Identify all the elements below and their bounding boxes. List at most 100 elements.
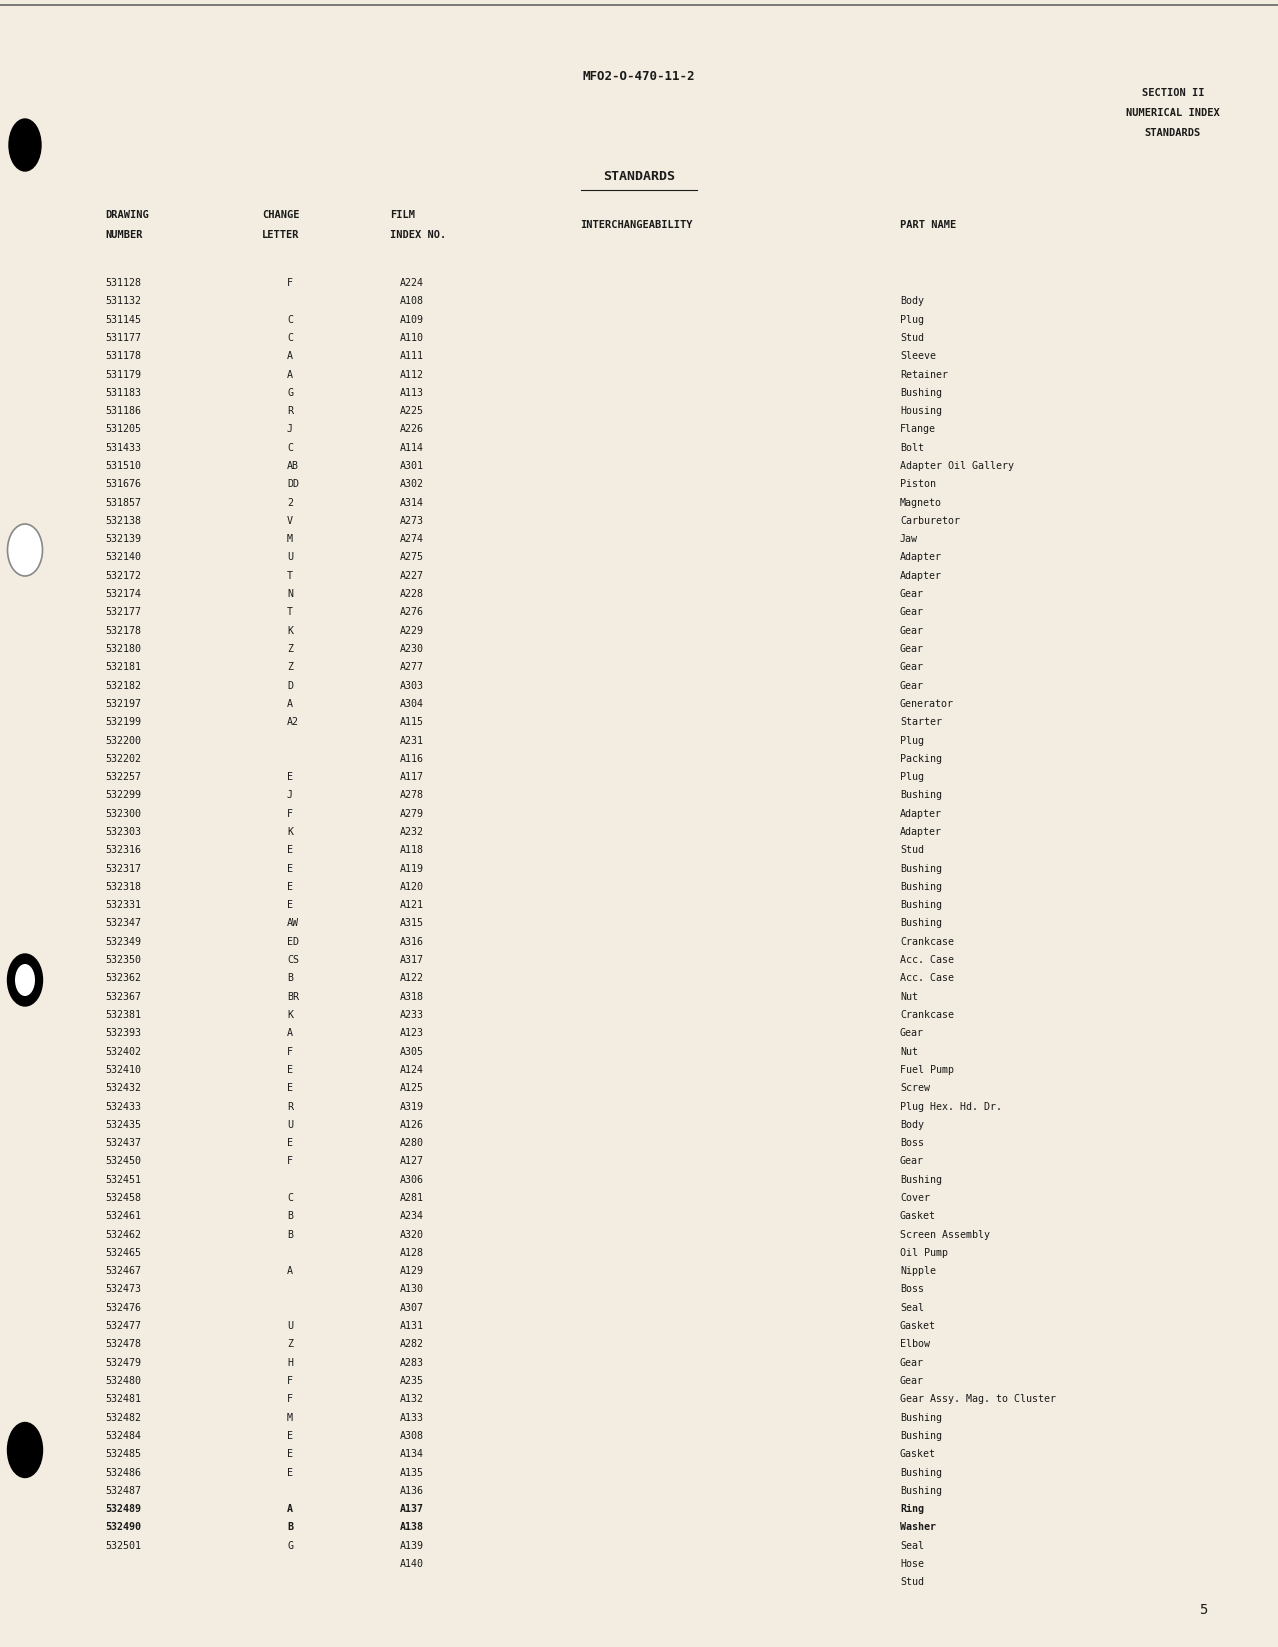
Text: A: A — [288, 1267, 293, 1276]
Text: 2: 2 — [288, 497, 293, 507]
Text: 532199: 532199 — [105, 716, 141, 728]
Text: STANDARDS: STANDARDS — [1145, 128, 1201, 138]
Text: A129: A129 — [400, 1267, 424, 1276]
Text: Bushing: Bushing — [900, 1431, 942, 1441]
Text: A235: A235 — [400, 1375, 424, 1387]
Text: A: A — [288, 1028, 293, 1038]
Text: 531145: 531145 — [105, 315, 141, 324]
Text: 532172: 532172 — [105, 572, 141, 581]
Text: AB: AB — [288, 461, 299, 471]
Text: G: G — [288, 1540, 293, 1551]
Text: NUMBER: NUMBER — [105, 231, 143, 240]
Text: DD: DD — [288, 479, 299, 489]
Text: 531205: 531205 — [105, 425, 141, 435]
Text: A: A — [288, 351, 293, 361]
Text: Seal: Seal — [900, 1540, 924, 1551]
Text: A319: A319 — [400, 1102, 424, 1112]
Text: 531510: 531510 — [105, 461, 141, 471]
Ellipse shape — [15, 963, 35, 996]
Text: 532202: 532202 — [105, 754, 141, 764]
Text: C: C — [288, 1192, 293, 1202]
Text: Bushing: Bushing — [900, 901, 942, 911]
Text: Seal: Seal — [900, 1303, 924, 1313]
Text: 532437: 532437 — [105, 1138, 141, 1148]
Text: 532331: 532331 — [105, 901, 141, 911]
Text: BR: BR — [288, 991, 299, 1001]
Text: T: T — [288, 608, 293, 618]
Text: Gear: Gear — [900, 608, 924, 618]
Text: F: F — [288, 1156, 293, 1166]
Text: A228: A228 — [400, 590, 424, 600]
Text: A230: A230 — [400, 644, 424, 654]
Text: A282: A282 — [400, 1339, 424, 1349]
Text: A125: A125 — [400, 1084, 424, 1094]
Text: AW: AW — [288, 919, 299, 929]
Text: B: B — [288, 973, 293, 983]
Text: A139: A139 — [400, 1540, 424, 1551]
Text: 531183: 531183 — [105, 387, 141, 399]
Text: 532200: 532200 — [105, 736, 141, 746]
Text: 531433: 531433 — [105, 443, 141, 453]
Text: Generator: Generator — [900, 698, 953, 708]
Text: 532461: 532461 — [105, 1211, 141, 1222]
Text: Gear: Gear — [900, 680, 924, 690]
Ellipse shape — [8, 954, 42, 1006]
Text: 532489: 532489 — [105, 1504, 141, 1514]
Text: 5: 5 — [1199, 1603, 1208, 1617]
Text: 532347: 532347 — [105, 919, 141, 929]
Text: K: K — [288, 1010, 293, 1019]
Text: Screen Assembly: Screen Assembly — [900, 1230, 990, 1240]
Text: B: B — [288, 1230, 293, 1240]
Text: 532484: 532484 — [105, 1431, 141, 1441]
Text: Magneto: Magneto — [900, 497, 942, 507]
Text: E: E — [288, 1084, 293, 1094]
Text: A138: A138 — [400, 1522, 424, 1532]
Text: 532473: 532473 — [105, 1285, 141, 1295]
Text: Adapter Oil Gallery: Adapter Oil Gallery — [900, 461, 1013, 471]
Text: A306: A306 — [400, 1174, 424, 1184]
Text: Bushing: Bushing — [900, 791, 942, 800]
Text: E: E — [288, 1449, 293, 1459]
Text: Starter: Starter — [900, 716, 942, 728]
Text: 531186: 531186 — [105, 407, 141, 417]
Text: INDEX NO.: INDEX NO. — [390, 231, 446, 240]
Text: 532490: 532490 — [105, 1522, 141, 1532]
Text: 532367: 532367 — [105, 991, 141, 1001]
Text: A320: A320 — [400, 1230, 424, 1240]
Text: A305: A305 — [400, 1046, 424, 1057]
Text: 532479: 532479 — [105, 1357, 141, 1367]
Text: A274: A274 — [400, 534, 424, 544]
Text: 532501: 532501 — [105, 1540, 141, 1551]
Text: K: K — [288, 827, 293, 837]
Text: 531132: 531132 — [105, 296, 141, 306]
Text: C: C — [288, 315, 293, 324]
Text: Plug Hex. Hd. Dr.: Plug Hex. Hd. Dr. — [900, 1102, 1002, 1112]
Text: A121: A121 — [400, 901, 424, 911]
Text: Gear: Gear — [900, 644, 924, 654]
Text: A273: A273 — [400, 516, 424, 525]
Text: 532349: 532349 — [105, 937, 141, 947]
Ellipse shape — [8, 524, 42, 576]
Text: 532317: 532317 — [105, 863, 141, 873]
Text: 531676: 531676 — [105, 479, 141, 489]
Text: A234: A234 — [400, 1211, 424, 1222]
Text: A314: A314 — [400, 497, 424, 507]
Text: Jaw: Jaw — [900, 534, 918, 544]
Text: 531177: 531177 — [105, 333, 141, 343]
Text: E: E — [288, 881, 293, 893]
Text: A130: A130 — [400, 1285, 424, 1295]
Text: Gear Assy. Mag. to Cluster: Gear Assy. Mag. to Cluster — [900, 1395, 1056, 1405]
Text: Gear: Gear — [900, 1357, 924, 1367]
Text: A275: A275 — [400, 552, 424, 563]
Text: U: U — [288, 552, 293, 563]
Text: A2: A2 — [288, 716, 299, 728]
Text: A135: A135 — [400, 1467, 424, 1477]
Text: A108: A108 — [400, 296, 424, 306]
Text: A123: A123 — [400, 1028, 424, 1038]
Text: Gear: Gear — [900, 626, 924, 636]
Text: Gear: Gear — [900, 590, 924, 600]
Text: Piston: Piston — [900, 479, 935, 489]
Text: Acc. Case: Acc. Case — [900, 973, 953, 983]
Text: A136: A136 — [400, 1486, 424, 1495]
Text: 532487: 532487 — [105, 1486, 141, 1495]
